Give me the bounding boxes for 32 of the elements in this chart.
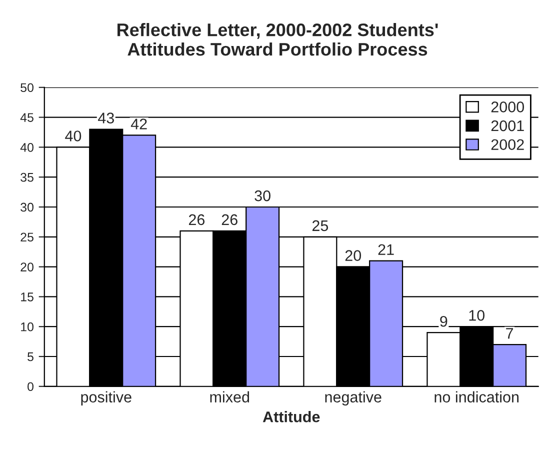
y-tick-label: 5 [28,352,34,362]
data-label: 30 [254,190,270,202]
y-tick-label: 25 [20,232,34,242]
data-label: 42 [130,118,147,130]
legend-label: 2001 [491,120,524,132]
x-tick-label: mixed [210,391,250,402]
data-label: 20 [345,250,362,261]
x-tick-label: negative [325,391,382,406]
data-label: 26 [222,214,238,226]
data-label: 21 [378,244,394,255]
legend-label: 2002 [491,139,524,150]
y-tick-label: 45 [20,113,34,122]
data-label: 40 [65,130,82,142]
x-tick-label: no indication [434,391,519,402]
data-label: 9 [440,316,448,327]
x-axis-title: Attitude [262,411,320,422]
y-tick-label: 15 [21,292,34,302]
y-tick-label: 40 [20,143,34,152]
y-tick-label: 30 [20,202,34,212]
data-label: 25 [312,220,328,232]
data-label: 26 [188,214,205,226]
data-label: 10 [469,310,485,321]
y-tick-label: 10 [21,322,34,332]
y-tick-label: 50 [20,83,34,92]
y-tick-label: 20 [20,262,34,272]
data-label: 43 [98,112,114,124]
data-label: 7 [506,328,514,339]
chart-title: Reflective Letter, 2000-2002 Students' Attitudes Toward Portfolio Process [118,23,438,56]
y-tick-label: 35 [20,172,34,182]
x-tick-label: positive [81,391,132,406]
legend-label: 2000 [491,102,524,112]
y-tick-label: 0 [28,382,34,392]
